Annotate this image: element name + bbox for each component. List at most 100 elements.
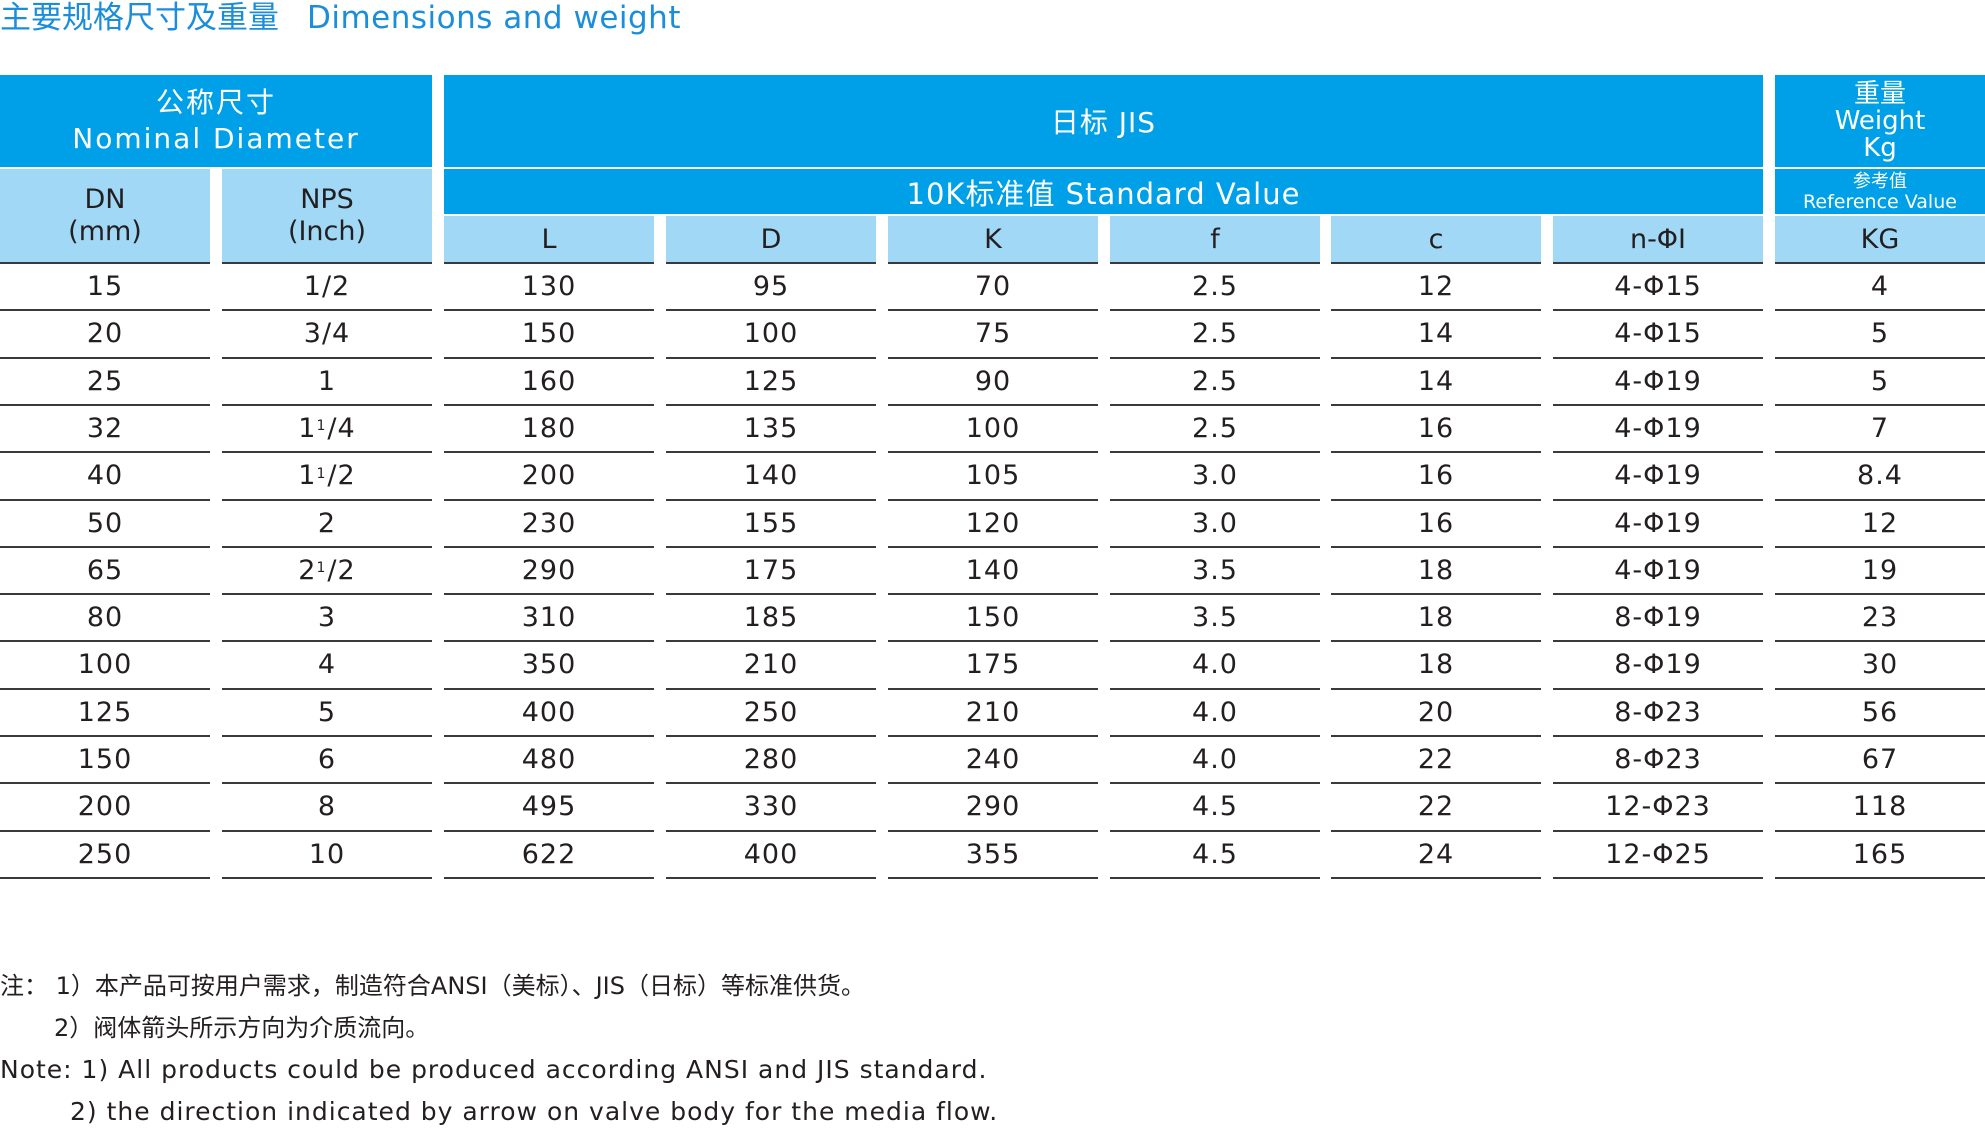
cell-l: 150 (521, 318, 577, 350)
header-jis: 日标 JIS (444, 75, 1763, 167)
cell-l: 310 (521, 602, 577, 634)
cell-d: 155 (743, 507, 799, 539)
nominal-cn: 公称尺寸 (155, 86, 276, 119)
cell-nps: 8 (317, 791, 337, 823)
cell-f: 3.0 (1192, 507, 1238, 539)
cell-nps: 2 1/2 (298, 554, 356, 586)
cell-c: 14 (1417, 365, 1455, 397)
cell-kg: 5 (1870, 318, 1890, 350)
cell-f: 4.5 (1192, 791, 1238, 823)
row-divider (1553, 593, 1763, 596)
cell-dn: 50 (86, 507, 124, 539)
cell-c: 18 (1417, 554, 1455, 586)
row-divider (888, 593, 1098, 596)
cell-holes: 12-Φ25 (1605, 838, 1711, 870)
row-divider (1331, 545, 1541, 548)
row-divider (222, 403, 432, 406)
cell-nps: 1 (317, 365, 337, 397)
cell-c: 22 (1417, 791, 1455, 823)
row-divider (0, 829, 210, 832)
row-divider (444, 403, 654, 406)
row-divider (222, 687, 432, 690)
cell-c: 16 (1417, 460, 1455, 492)
cell-nps: 1 1/2 (298, 460, 356, 492)
row-divider (1331, 640, 1541, 643)
row-divider (0, 403, 210, 406)
header-col-f: f (1110, 216, 1320, 263)
row-divider (444, 640, 654, 643)
cell-l: 180 (521, 412, 577, 444)
cell-k: 210 (965, 696, 1021, 728)
row-divider (222, 735, 432, 737)
header-col-l: L (444, 216, 654, 263)
row-divider (0, 876, 210, 879)
row-divider (666, 829, 876, 832)
cell-f: 2.5 (1192, 271, 1238, 302)
cell-d: 280 (743, 744, 799, 775)
row-divider (888, 262, 1098, 264)
note-cn-2: 2）阀体箭头所示方向为介质流向。 (54, 1014, 430, 1042)
cell-l: 495 (521, 791, 577, 823)
cell-nps: 6 (317, 744, 337, 775)
weight-cn: 重量 (1853, 78, 1906, 109)
cell-d: 140 (743, 460, 799, 492)
row-divider (1331, 451, 1541, 454)
row-divider (666, 640, 876, 643)
cell-holes: 4-Φ19 (1614, 507, 1702, 539)
cell-dn: 200 (77, 791, 133, 823)
cell-holes: 8-Φ19 (1614, 602, 1702, 634)
dn-unit: (mm) (68, 216, 142, 247)
cell-dn: 32 (86, 412, 124, 444)
cell-kg: 19 (1861, 554, 1899, 586)
row-divider (1553, 782, 1763, 785)
row-divider (1775, 545, 1985, 548)
cell-l: 160 (521, 365, 577, 397)
cell-nps: 3 (317, 602, 337, 634)
row-divider (1331, 262, 1541, 264)
cell-nps: 1 1/4 (298, 412, 356, 444)
nps-label: NPS (300, 184, 354, 215)
nps-unit: (Inch) (287, 216, 367, 247)
row-divider (444, 687, 654, 690)
cell-l: 230 (521, 507, 577, 539)
row-divider (888, 782, 1098, 785)
row-divider (888, 309, 1098, 312)
cell-holes: 8-Φ23 (1614, 744, 1702, 775)
cell-nps: 1/2 (303, 271, 351, 302)
cell-d: 250 (743, 696, 799, 728)
cell-nps: 2 (317, 507, 337, 539)
cell-holes: 8-Φ19 (1614, 649, 1702, 681)
row-divider (1775, 309, 1985, 312)
row-divider (1331, 829, 1541, 832)
cell-nps: 5 (317, 696, 337, 728)
cell-holes: 4-Φ19 (1614, 412, 1702, 444)
row-divider (1775, 451, 1985, 454)
row-divider (444, 451, 654, 454)
cell-dn: 250 (77, 838, 133, 870)
row-divider (1553, 545, 1763, 548)
cell-f: 3.0 (1192, 460, 1238, 492)
row-divider (1775, 262, 1985, 264)
row-divider (0, 593, 210, 596)
row-divider (1110, 403, 1320, 406)
row-divider (666, 735, 876, 737)
row-divider (888, 545, 1098, 548)
row-divider (1331, 735, 1541, 737)
cell-kg: 7 (1870, 412, 1890, 444)
row-divider (888, 640, 1098, 643)
header-weight: 重量 Weight Kg (1775, 75, 1985, 167)
row-divider (222, 829, 432, 832)
row-divider (1110, 309, 1320, 312)
cell-l: 350 (521, 649, 577, 681)
cell-dn: 100 (77, 649, 133, 681)
row-divider (1553, 262, 1763, 264)
row-divider (1110, 262, 1320, 264)
row-divider (666, 687, 876, 690)
header-nominal-diameter: 公称尺寸 Nominal Diameter (0, 75, 432, 167)
row-divider (666, 309, 876, 312)
cell-d: 210 (743, 649, 799, 681)
header-col-c: c (1331, 216, 1541, 263)
row-divider (666, 356, 876, 359)
row-divider (888, 451, 1098, 454)
cell-l: 130 (521, 271, 577, 302)
